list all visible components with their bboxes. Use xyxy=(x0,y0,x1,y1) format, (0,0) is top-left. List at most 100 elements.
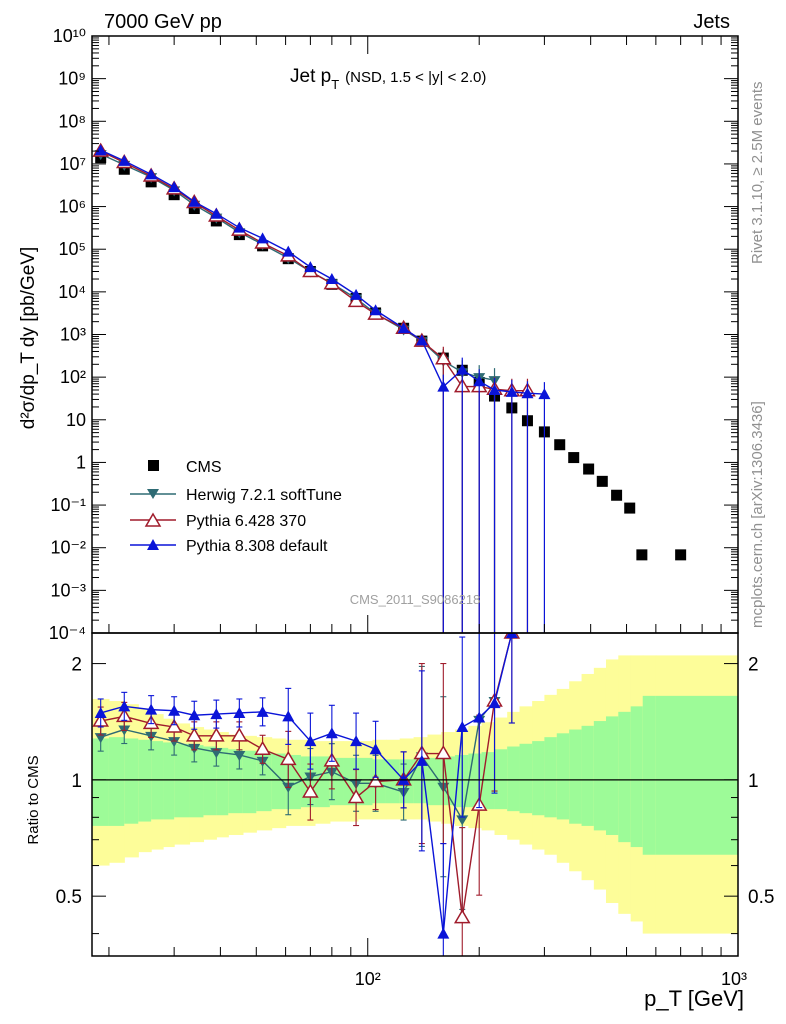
ratio-marker-pythia8 xyxy=(168,704,181,716)
main-tick-label: 10⁷ xyxy=(59,154,86,174)
marker-pythia8 xyxy=(397,322,410,334)
band-inner-bin xyxy=(138,739,152,822)
band-inner-bin xyxy=(481,752,496,810)
legend-pythia6-marker xyxy=(144,512,162,527)
band-inner-bin xyxy=(618,711,632,843)
ratio-marker-pythia8 xyxy=(369,743,382,755)
band-inner-bin xyxy=(203,746,217,816)
main-tick-label: 10² xyxy=(60,367,86,387)
series-pythia6 xyxy=(92,142,536,633)
band-inner-bin xyxy=(519,743,533,814)
ratio-tick-label: 0.5 xyxy=(56,887,82,908)
band-inner-bin xyxy=(174,743,191,818)
legend-pythia6-label: Pythia 6.428 370 xyxy=(186,513,306,530)
band-inner-bin xyxy=(163,742,175,820)
band-inner-bin xyxy=(285,754,302,810)
axis-ticks: 10⁻⁴ 10⁻³ 10⁻² 10⁻¹ 1 10 10² 10³ 10⁴ 10⁵ 10⁶ 10⁷ 10⁸… xyxy=(49,26,775,989)
main-tick-label: 10 xyxy=(66,410,86,430)
marker-pythia8 xyxy=(233,221,246,233)
series-pythia8 xyxy=(94,144,551,633)
ratio-marker-pythia8 xyxy=(488,697,501,709)
band-inner-bin xyxy=(605,716,619,835)
marker-pythia6 xyxy=(347,292,365,308)
marker-pythia8 xyxy=(168,181,181,193)
ratio-marker-pythia8 xyxy=(188,709,201,721)
main-tick-label: 10⁹ xyxy=(58,69,86,89)
ratio-marker-pythia6 xyxy=(165,718,183,733)
band-inner-bin xyxy=(189,745,205,818)
main-tick-label: 1 xyxy=(76,452,86,472)
main-tick-label: 10⁻⁴ xyxy=(49,623,86,643)
ratio-marker-pythia6 xyxy=(254,740,271,756)
jets-label: Jets xyxy=(693,11,730,33)
rivet-label: Rivet 3.1.10, ≥ 2.5M events xyxy=(749,82,766,265)
band-inner-bin xyxy=(124,738,139,824)
marker-pythia8 xyxy=(437,380,450,392)
ratio-marker-herwig xyxy=(233,750,246,761)
band-inner-bin xyxy=(242,750,257,814)
band-inner-bin xyxy=(655,695,738,855)
marker-pythia8 xyxy=(473,375,486,387)
band-inner-bin xyxy=(507,746,521,812)
series-cms xyxy=(95,152,687,561)
ratio-marker-pythia6 xyxy=(279,750,297,766)
marker-pythia8 xyxy=(369,304,382,316)
ratio-tick-label-right: 0.5 xyxy=(748,887,774,908)
marker-pythia8 xyxy=(488,383,501,395)
band-inner-bin xyxy=(108,737,125,826)
marker-cms xyxy=(596,475,608,487)
marker-pythia8 xyxy=(325,273,338,285)
series-line-pythia8 xyxy=(100,149,545,395)
ratio-marker-pythia6 xyxy=(231,727,248,742)
band-inner-bin xyxy=(413,757,429,804)
main-tick-label: 10⁶ xyxy=(59,197,86,217)
series-herwig xyxy=(94,150,501,633)
ratio-marker-pythia8 xyxy=(210,708,223,720)
main-tick-label: 10³ xyxy=(60,325,86,345)
ratio-marker-pythia8 xyxy=(456,721,469,733)
marker-cms xyxy=(636,549,648,561)
x-axis-label: p_T [GeV] xyxy=(644,986,744,1011)
band-inner-bin xyxy=(494,749,508,810)
marker-cms xyxy=(611,489,623,501)
ratio-marker-pythia6 xyxy=(208,727,225,742)
main-tick-label: 10⁸ xyxy=(58,111,86,131)
ratio-marker-herwig xyxy=(456,815,469,826)
ratio-marker-pythia8 xyxy=(505,633,518,638)
band-inner-bin xyxy=(593,721,607,831)
marker-pythia8 xyxy=(456,363,469,375)
marker-cms xyxy=(624,502,636,514)
ratio-marker-pythia8 xyxy=(473,711,486,723)
marker-pythia8 xyxy=(282,245,295,257)
main-plot-area xyxy=(92,142,687,633)
band-inner-bin xyxy=(385,759,401,804)
ratio-marker-pythia8 xyxy=(145,703,158,715)
ratio-tick-label: 1 xyxy=(71,771,82,792)
band-inner-bin xyxy=(271,753,287,810)
ratio-marker-pythia6 xyxy=(347,789,365,804)
marker-cms xyxy=(583,463,595,475)
band-inner-bin xyxy=(581,725,595,826)
legend: CMS Herwig 7.2.1 softTune Pythia 6.428 3… xyxy=(130,459,342,555)
legend-pythia8-marker xyxy=(147,539,159,550)
ratio-marker-pythia8 xyxy=(256,705,269,717)
main-tick-label: 10¹⁰ xyxy=(53,26,86,46)
legend-cms-label: CMS xyxy=(186,459,222,476)
ratio-tick-label-right: 2 xyxy=(748,655,759,676)
ratio-series-pythia8 xyxy=(94,633,518,956)
legend-cms-marker xyxy=(148,460,159,471)
band-inner-bin xyxy=(532,741,545,816)
marker-pythia8 xyxy=(350,288,363,300)
ratio-marker-pythia6 xyxy=(302,783,319,798)
marker-pythia8 xyxy=(538,388,551,400)
marker-cms xyxy=(675,549,687,561)
band-inner-bin xyxy=(92,738,110,826)
marker-pythia8 xyxy=(415,334,428,346)
ratio-marker-pythia6 xyxy=(435,745,452,760)
ratio-marker-pythia6 xyxy=(367,773,384,788)
ratio-marker-pythia8 xyxy=(118,700,131,712)
ratio-marker-pythia6 xyxy=(185,727,203,742)
marker-cms xyxy=(554,439,566,451)
ratio-tick-label-right: 1 xyxy=(748,771,759,792)
